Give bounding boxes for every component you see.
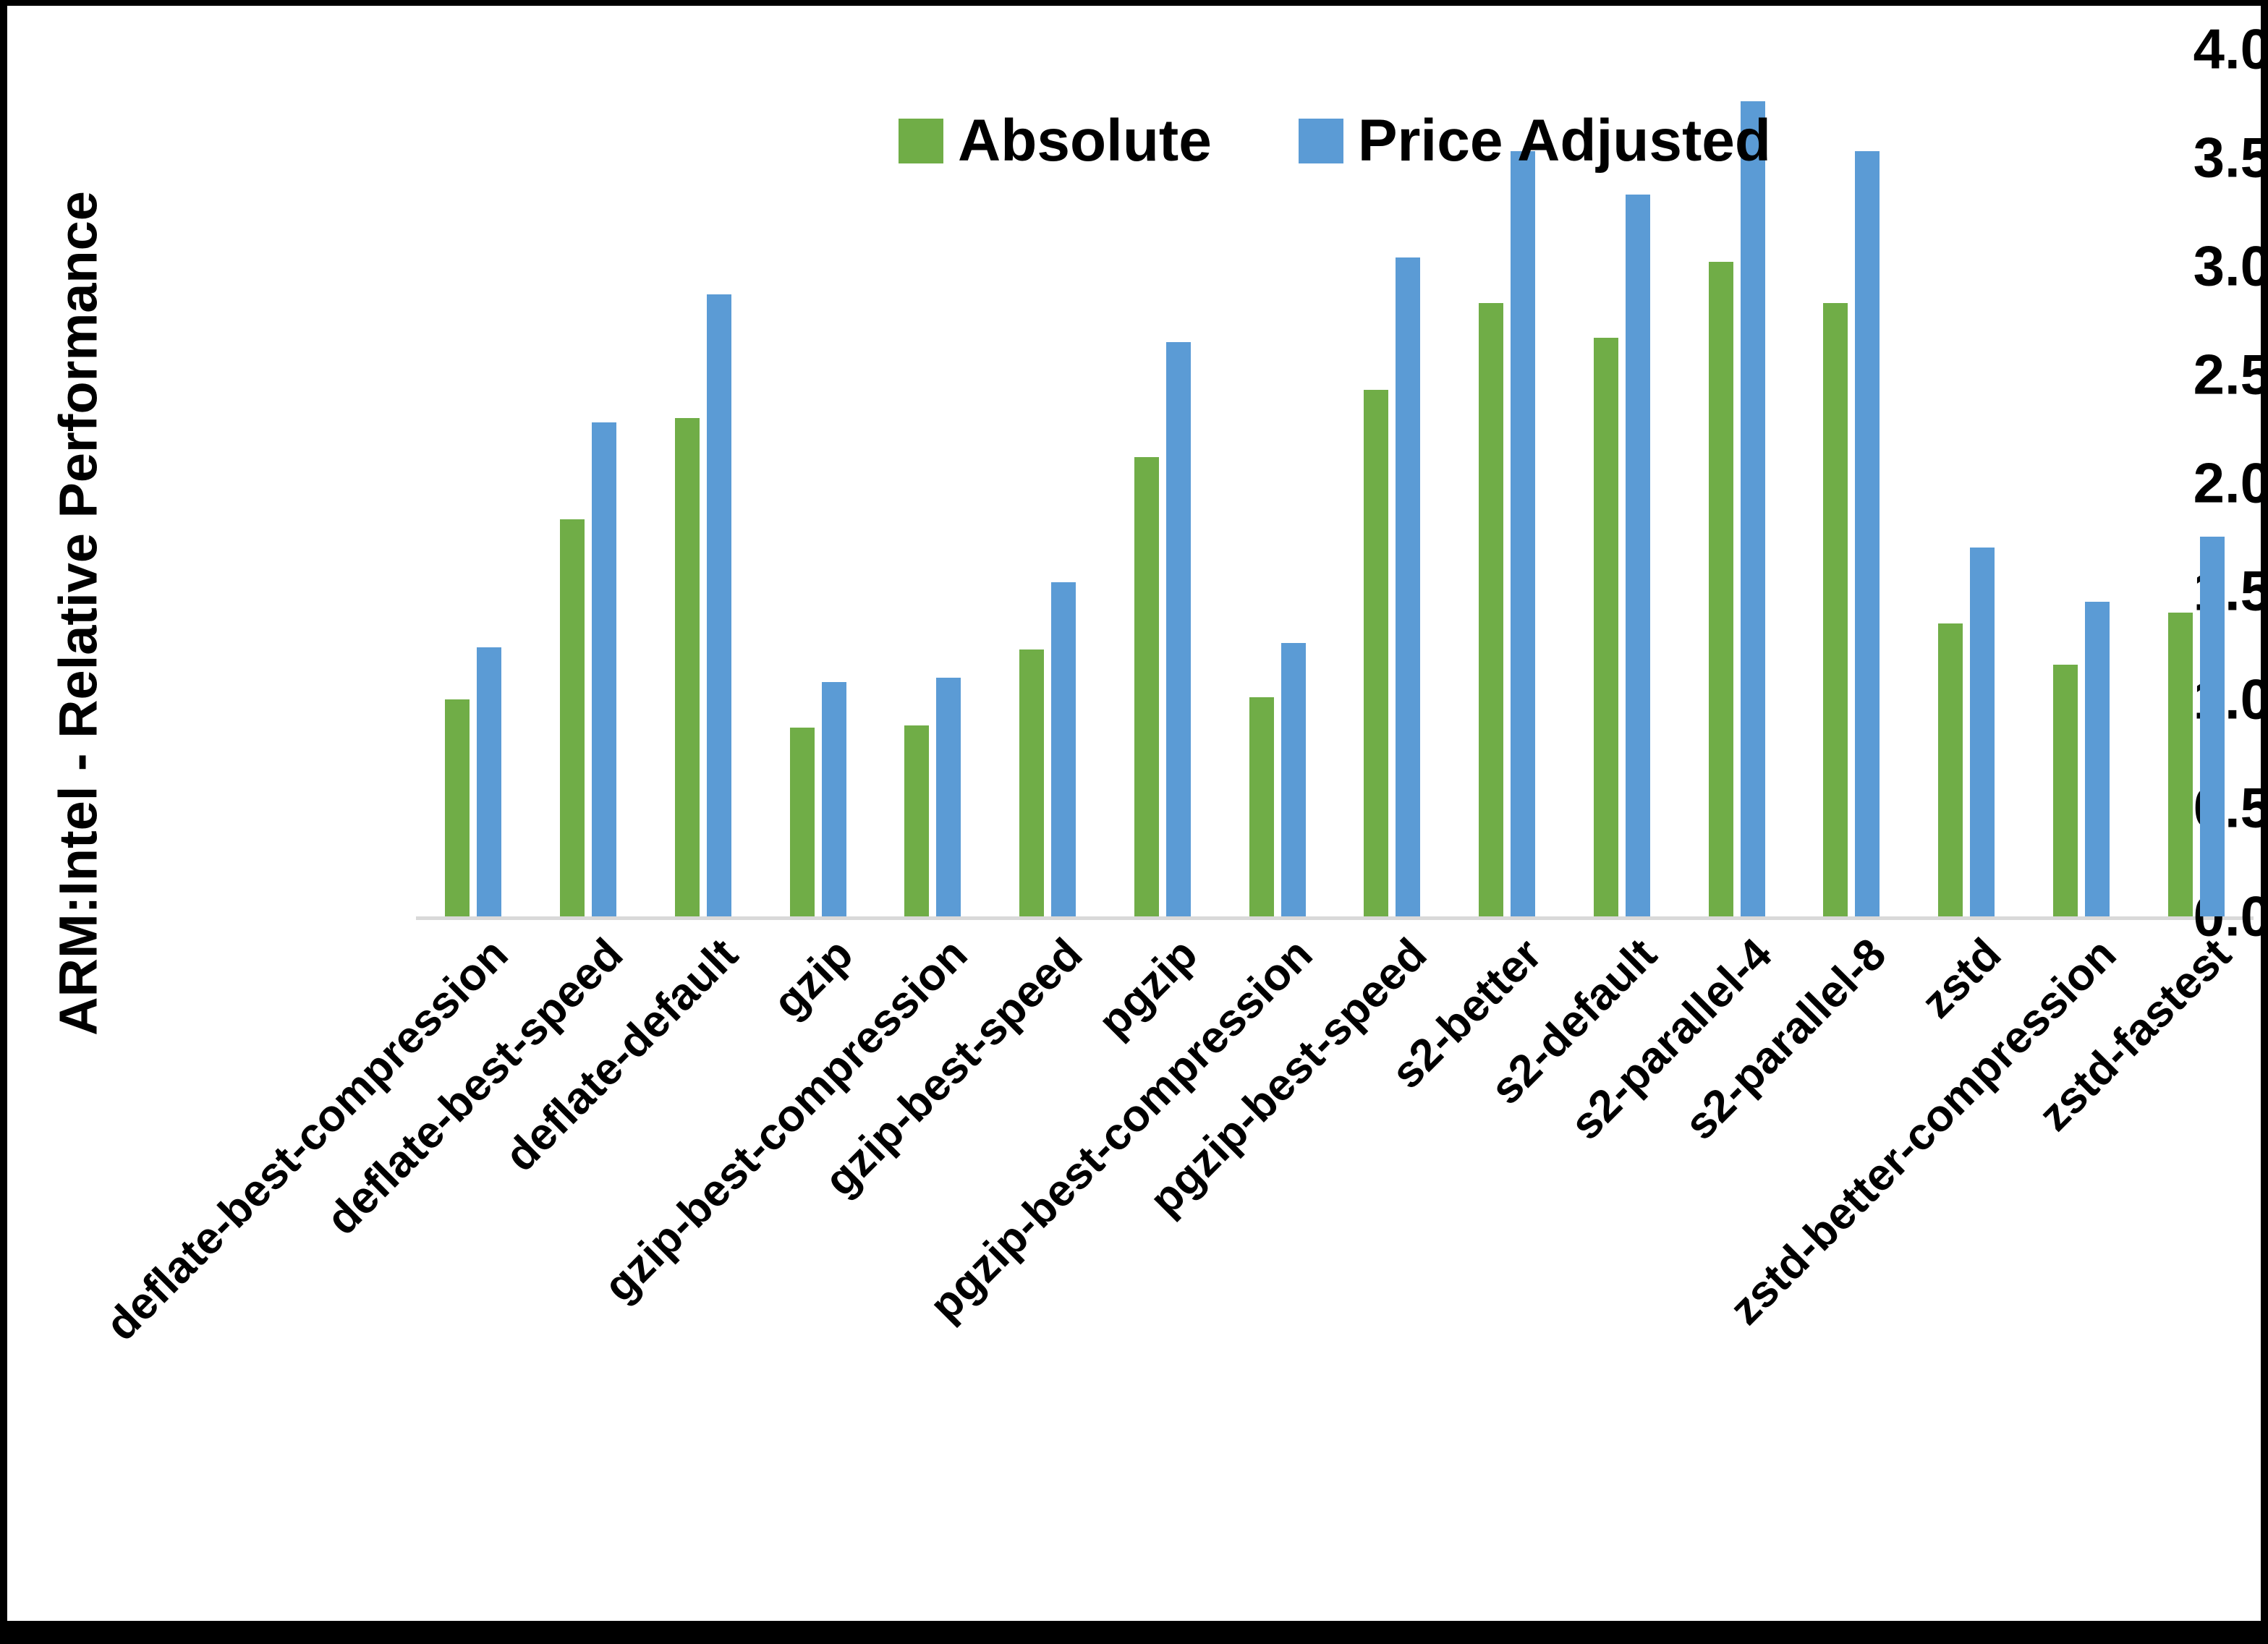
y-axis-tick-label: 2.0: [2193, 451, 2268, 514]
bar-absolute-gzip: [789, 728, 815, 916]
bar-price-adjusted-s2-better: [1511, 150, 1536, 916]
bar-absolute-s2-better: [1479, 302, 1504, 916]
bar-price-adjusted-deflate-default: [706, 294, 731, 916]
bar-price-adjusted-gzip-best-speed: [1051, 582, 1076, 916]
bar-absolute-zstd-better-compression: [2052, 665, 2078, 916]
plot-area: 0.0 0.5 1.0 1.5 2.0 2.5 3.0 3.5 4.0: [416, 17, 2261, 948]
bar-absolute-pgzip-best-speed: [1364, 389, 1389, 916]
bar-absolute-pgzip-best-compression: [1249, 697, 1274, 916]
bar-group-s2-better: [1450, 49, 1565, 916]
bar-group-gzip-best-compression: [875, 49, 990, 916]
bar-absolute-deflate-best-compression: [445, 699, 470, 916]
bar-price-adjusted-pgzip: [1165, 341, 1191, 916]
y-axis-tick-label: 3.5: [2193, 125, 2268, 189]
bar-group-zstd-better-compression: [2024, 49, 2139, 916]
bar-group-zstd: [1909, 49, 2024, 916]
bar-absolute-zstd: [1938, 623, 1963, 916]
bar-price-adjusted-pgzip-best-speed: [1396, 257, 1421, 916]
bar-absolute-s2-parallel-8: [1823, 302, 1848, 916]
bar-group-s2-parallel-8: [1794, 49, 1909, 916]
y-axis-tick-label: 2.5: [2193, 342, 2268, 406]
bar-group-deflate-best-speed: [531, 49, 646, 916]
bar-absolute-s2-parallel-4: [1708, 261, 1733, 916]
bar-series-container: [416, 49, 2254, 916]
bar-group-gzip: [760, 49, 875, 916]
bar-group-pgzip-best-speed: [1335, 49, 1450, 916]
x-axis-category-labels: deflate-best-compression deflate-best-spe…: [96, 920, 2254, 1571]
bar-absolute-zstd-fastest: [2167, 613, 2193, 916]
bar-price-adjusted-gzip: [821, 682, 846, 916]
bar-price-adjusted-zstd: [1970, 548, 1995, 916]
bar-absolute-s2-default: [1593, 337, 1618, 916]
bar-absolute-deflate-best-speed: [560, 519, 585, 916]
bar-price-adjusted-gzip-best-compression: [936, 678, 961, 916]
bar-group-deflate-default: [646, 49, 761, 916]
bar-group-s2-default: [1565, 49, 1680, 916]
bar-group-s2-parallel-4: [1679, 49, 1794, 916]
y-axis-title: ARM:Intel - Relative Performance: [48, 191, 109, 1036]
bar-group-deflate-best-compression: [416, 49, 531, 916]
bar-price-adjusted-s2-default: [1625, 194, 1650, 916]
bar-group-pgzip-best-compression: [1220, 49, 1335, 916]
bar-price-adjusted-deflate-best-speed: [592, 422, 617, 916]
bar-absolute-pgzip: [1134, 456, 1159, 916]
bar-price-adjusted-zstd-fastest: [2199, 537, 2225, 916]
bar-absolute-gzip-best-speed: [1019, 649, 1045, 916]
bar-group-pgzip: [1105, 49, 1220, 916]
bar-group-zstd-fastest: [2139, 49, 2254, 916]
bar-price-adjusted-zstd-better-compression: [2084, 602, 2110, 916]
bar-price-adjusted-s2-parallel-4: [1740, 101, 1765, 916]
bar-price-adjusted-pgzip-best-compression: [1280, 643, 1306, 916]
y-axis-tick-label: 4.0: [2193, 17, 2268, 81]
y-axis-tick-label: 3.0: [2193, 234, 2268, 298]
bar-price-adjusted-deflate-best-compression: [477, 647, 502, 916]
bar-price-adjusted-s2-parallel-8: [1855, 150, 1880, 916]
bar-group-gzip-best-speed: [990, 49, 1105, 916]
bar-absolute-deflate-default: [674, 417, 700, 916]
bar-absolute-gzip-best-compression: [904, 725, 930, 916]
